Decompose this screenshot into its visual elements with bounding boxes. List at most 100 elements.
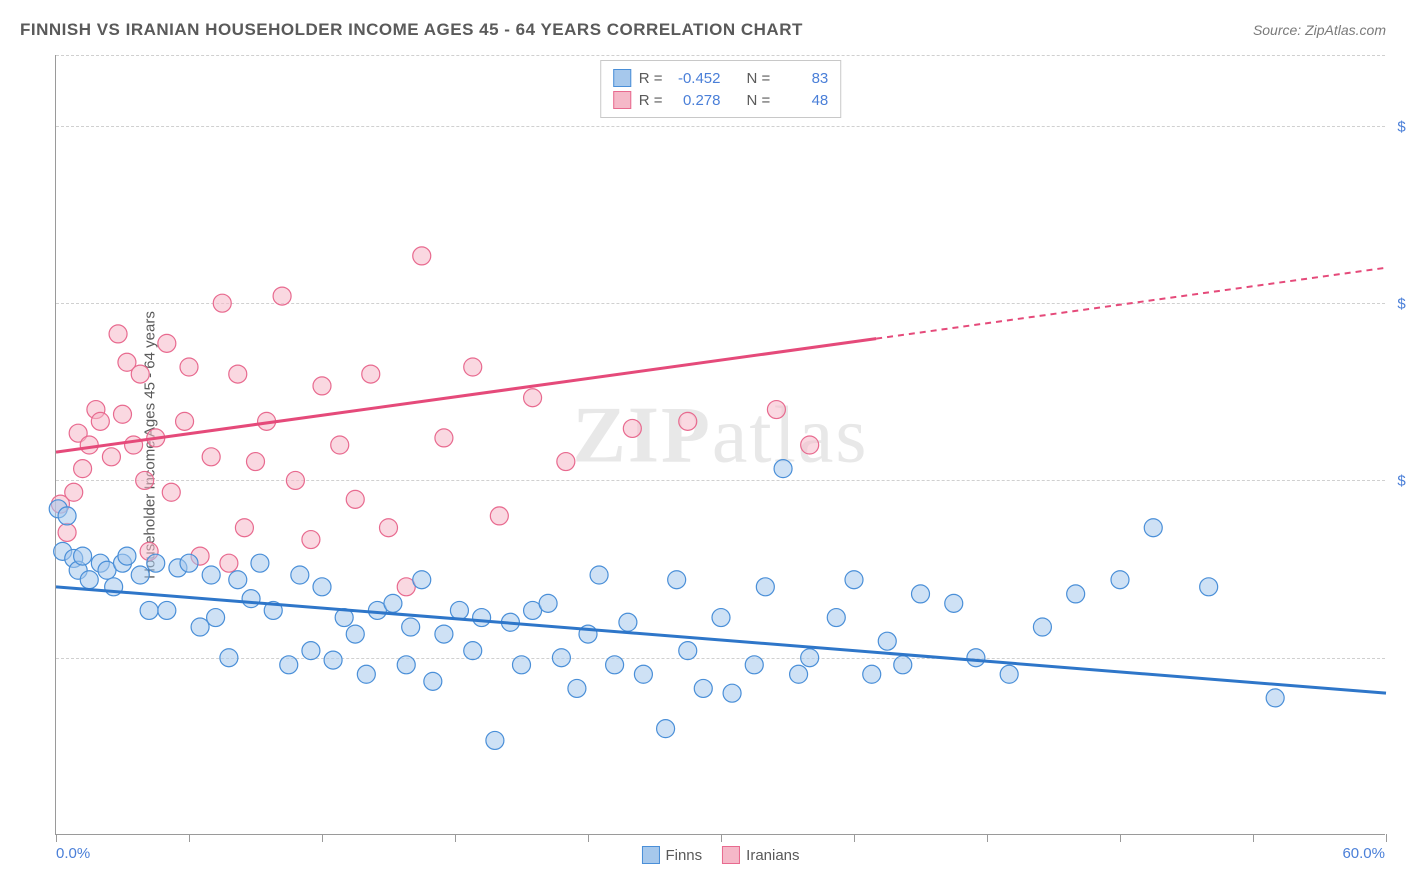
scatter-svg <box>56 55 1385 834</box>
data-point <box>801 649 819 667</box>
data-point <box>552 649 570 667</box>
data-point <box>1111 571 1129 589</box>
data-point <box>435 625 453 643</box>
data-point <box>1067 585 1085 603</box>
data-point <box>723 684 741 702</box>
data-point <box>176 412 194 430</box>
data-point <box>490 507 508 525</box>
data-point <box>1144 519 1162 537</box>
data-point <box>967 649 985 667</box>
x-tick <box>322 834 323 842</box>
correlation-stats-box: R = -0.452 N = 83 R = 0.278 N = 48 <box>600 60 842 118</box>
data-point <box>557 453 575 471</box>
data-point <box>91 412 109 430</box>
data-point <box>286 471 304 489</box>
finns-swatch-icon <box>613 69 631 87</box>
data-point <box>464 358 482 376</box>
data-point <box>464 642 482 660</box>
legend: Finns Iranians <box>641 846 799 864</box>
legend-label: Finns <box>665 847 702 864</box>
data-point <box>634 665 652 683</box>
data-point <box>125 436 143 454</box>
data-point <box>1266 689 1284 707</box>
finns-r-value: -0.452 <box>671 70 721 87</box>
data-point <box>202 566 220 584</box>
data-point <box>242 590 260 608</box>
data-point <box>894 656 912 674</box>
data-point <box>756 578 774 596</box>
data-point <box>513 656 531 674</box>
trend-line <box>876 268 1386 339</box>
stats-row-iranians: R = 0.278 N = 48 <box>613 89 829 111</box>
trend-line <box>56 339 876 452</box>
y-tick-label: $300,000 <box>1390 118 1406 135</box>
data-point <box>473 609 491 627</box>
data-point <box>147 554 165 572</box>
stats-row-finns: R = -0.452 N = 83 <box>613 67 829 89</box>
data-point <box>80 436 98 454</box>
data-point <box>357 665 375 683</box>
x-tick <box>189 834 190 842</box>
data-point <box>302 642 320 660</box>
data-point <box>58 523 76 541</box>
x-tick <box>1386 834 1387 842</box>
x-tick <box>1253 834 1254 842</box>
data-point <box>362 365 380 383</box>
data-point <box>207 609 225 627</box>
data-point <box>280 656 298 674</box>
data-point <box>413 247 431 265</box>
data-point <box>712 609 730 627</box>
data-point <box>590 566 608 584</box>
data-point <box>878 632 896 650</box>
data-point <box>450 601 468 619</box>
data-point <box>247 453 265 471</box>
data-point <box>202 448 220 466</box>
data-point <box>539 594 557 612</box>
data-point <box>213 294 231 312</box>
data-point <box>912 585 930 603</box>
data-point <box>74 547 92 565</box>
data-point <box>273 287 291 305</box>
data-point <box>220 554 238 572</box>
data-point <box>801 436 819 454</box>
data-point <box>109 325 127 343</box>
data-point <box>140 601 158 619</box>
data-point <box>229 571 247 589</box>
data-point <box>158 334 176 352</box>
data-point <box>397 656 415 674</box>
data-point <box>65 483 83 501</box>
data-point <box>774 460 792 478</box>
data-point <box>623 419 641 437</box>
chart-title: FINNISH VS IRANIAN HOUSEHOLDER INCOME AG… <box>20 20 803 40</box>
finns-n-value: 83 <box>778 70 828 87</box>
data-point <box>102 448 120 466</box>
data-point <box>790 665 808 683</box>
data-point <box>118 547 136 565</box>
legend-item-iranians: Iranians <box>722 846 799 864</box>
data-point <box>324 651 342 669</box>
data-point <box>668 571 686 589</box>
n-label: N = <box>747 70 771 87</box>
data-point <box>384 594 402 612</box>
data-point <box>827 609 845 627</box>
data-point <box>402 618 420 636</box>
data-point <box>1200 578 1218 596</box>
data-point <box>694 679 712 697</box>
x-tick <box>56 834 57 842</box>
data-point <box>1033 618 1051 636</box>
x-tick <box>987 834 988 842</box>
x-axis-max-label: 60.0% <box>1342 845 1385 862</box>
legend-label: Iranians <box>746 847 799 864</box>
y-tick-label: $150,000 <box>1390 473 1406 490</box>
finns-swatch-icon <box>641 846 659 864</box>
iranians-swatch-icon <box>722 846 740 864</box>
data-point <box>220 649 238 667</box>
data-point <box>945 594 963 612</box>
data-point <box>191 618 209 636</box>
data-point <box>235 519 253 537</box>
data-point <box>229 365 247 383</box>
data-point <box>136 471 154 489</box>
data-point <box>180 358 198 376</box>
trend-line <box>56 587 1386 693</box>
data-point <box>302 531 320 549</box>
